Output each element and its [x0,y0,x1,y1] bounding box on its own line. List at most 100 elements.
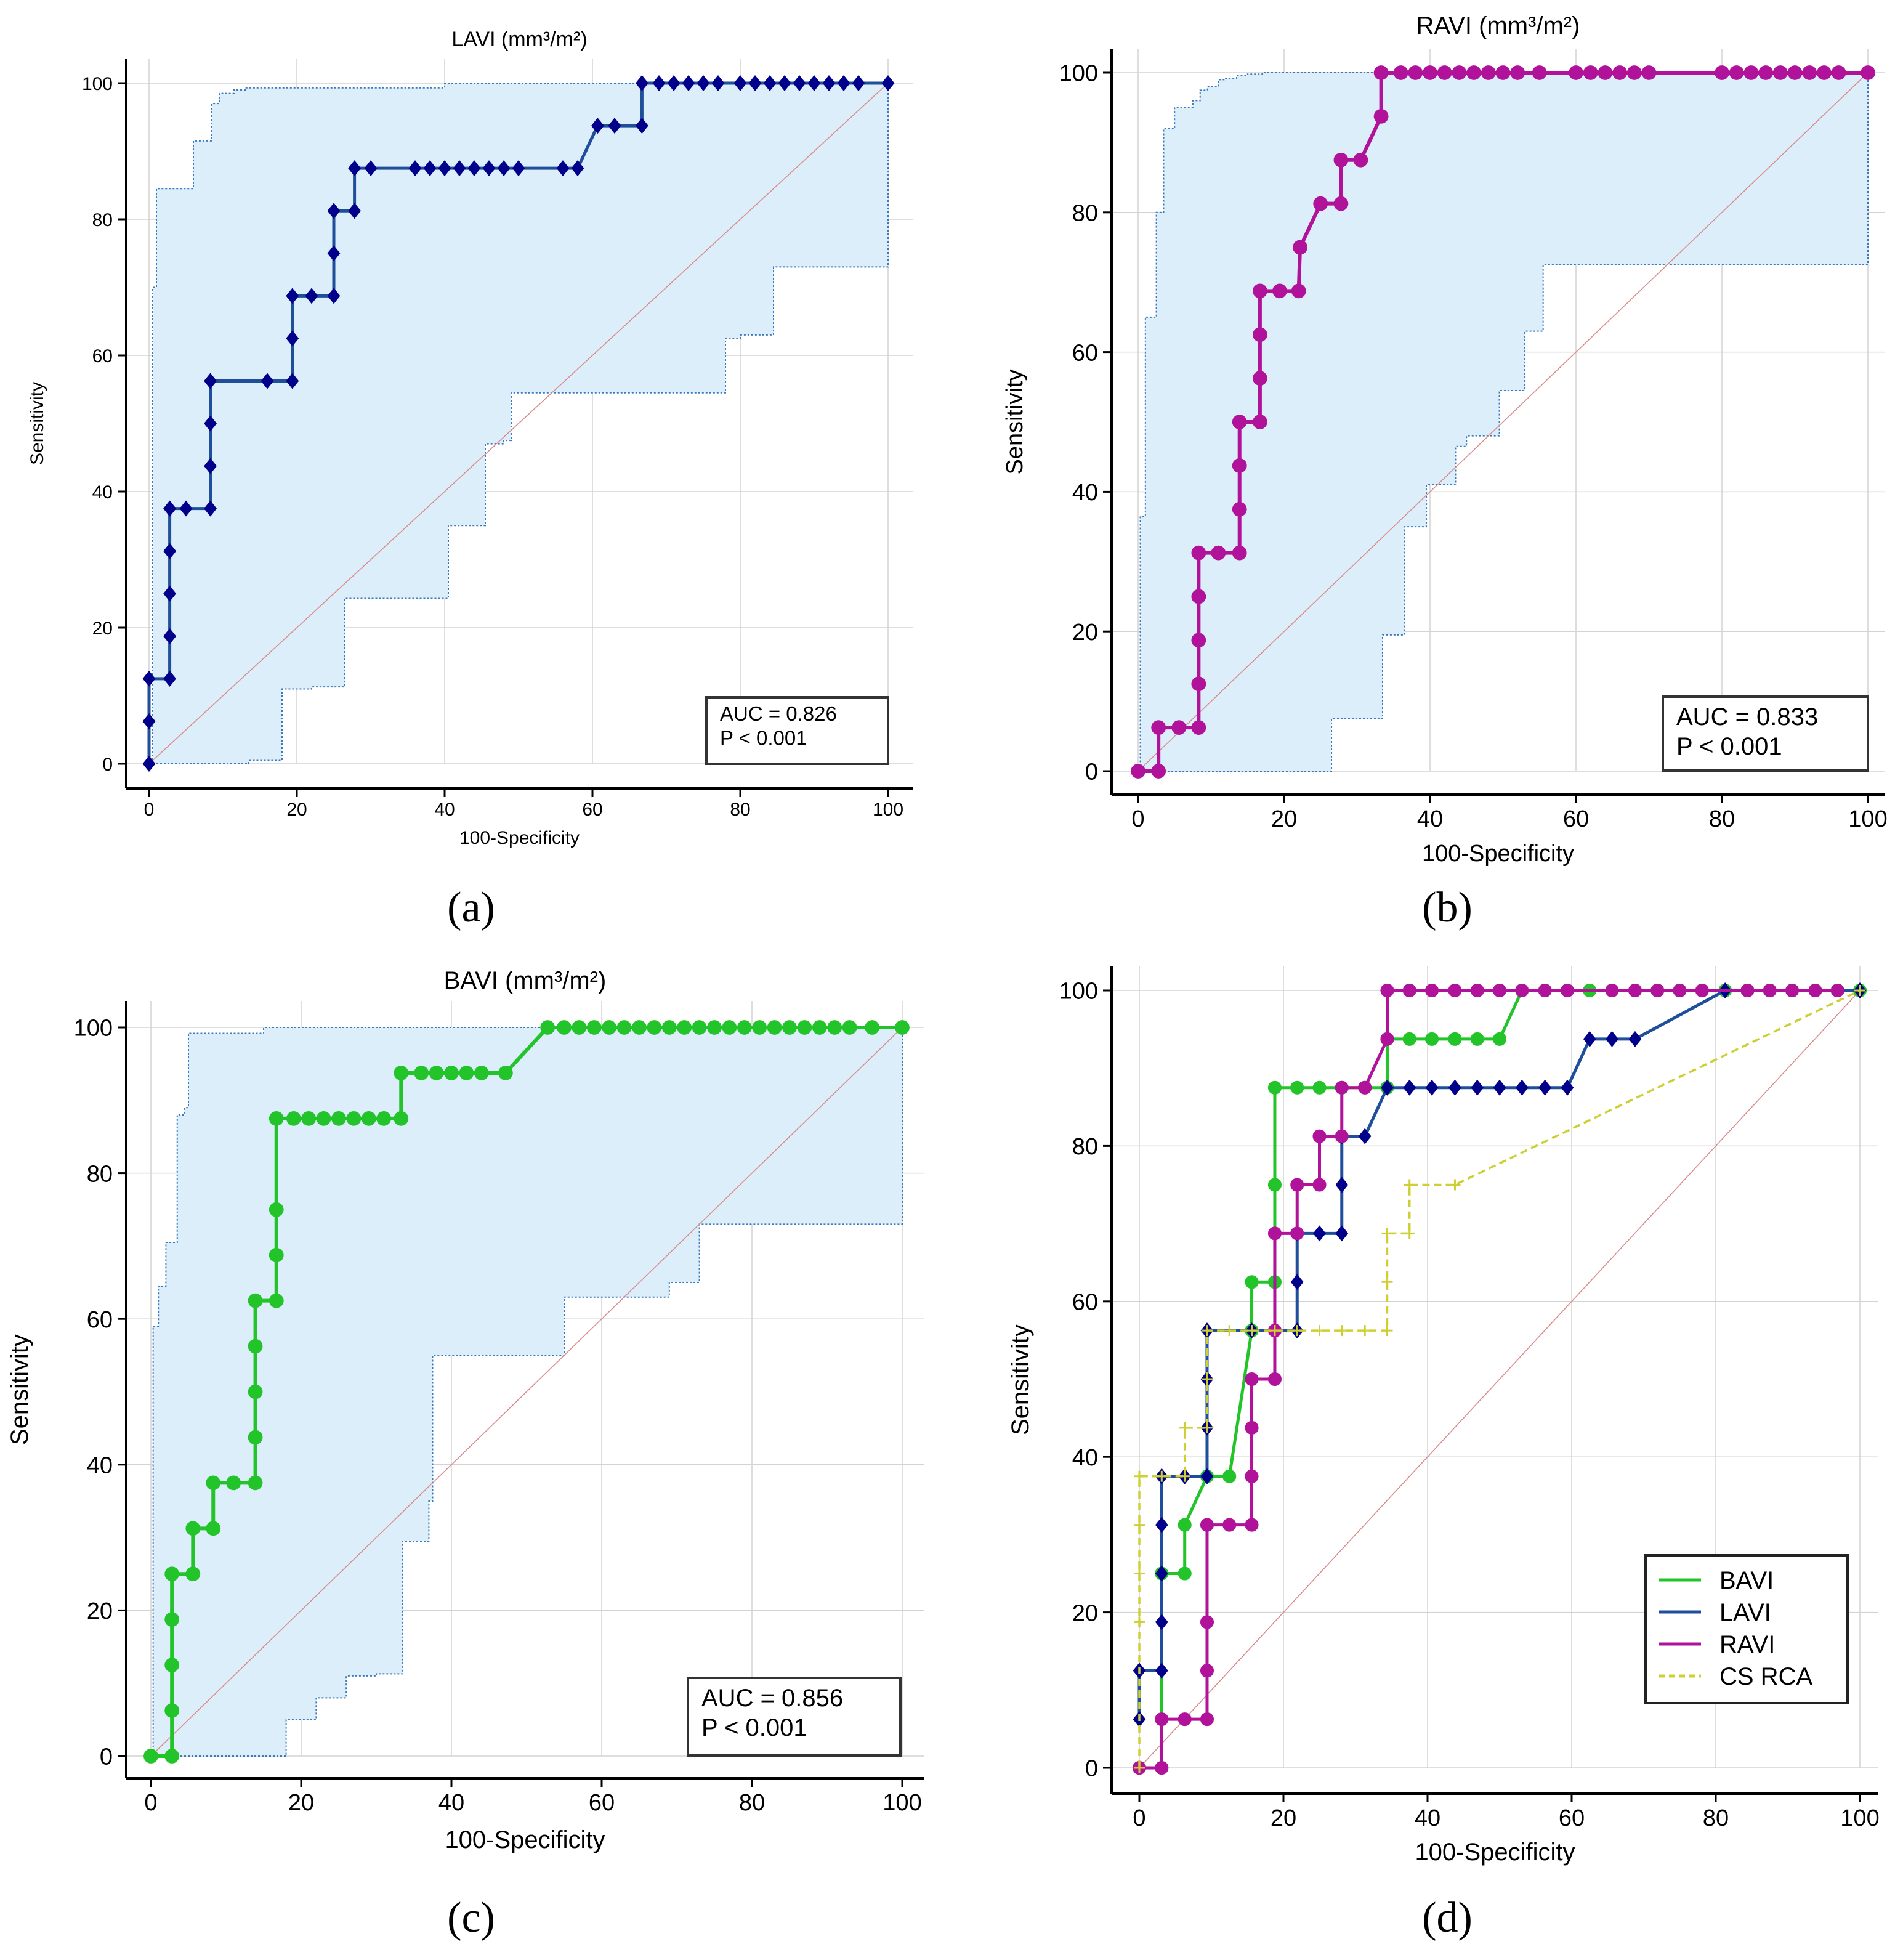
data-point-ravi [1402,983,1416,998]
x-tick-label: 100 [1840,1805,1879,1831]
data-point-bavi [827,1020,842,1035]
data-point-lavi [881,75,895,91]
data-point-lavi [261,373,274,389]
y-axis-label: Sensitivity [6,1334,33,1445]
y-tick-label: 40 [1072,1445,1098,1471]
data-point-bavi [1424,1032,1439,1046]
x-tick-label: 100 [883,1790,921,1816]
data-point-bavi [248,1384,263,1399]
data-point-ravi [1515,983,1529,998]
data-point-ravi [1293,240,1307,255]
p-value-text: P < 0.001 [701,1714,807,1741]
x-tick-label: 80 [730,800,750,820]
data-point-ravi [1191,720,1206,735]
y-tick-label: 80 [1072,200,1098,226]
data-point-ravi [1831,65,1846,80]
data-point-lavi [1448,1079,1461,1096]
panel-a-lavi-roc: 0 20 40 60 80 100 0 20 40 60 80 100 100-Specificity S… [27,28,913,848]
data-point-bavi [616,1020,632,1035]
data-point-bavi [1245,1275,1259,1289]
data-point-lavi [1335,1176,1349,1193]
data-point-ravi [1393,65,1408,80]
data-point-lavi [793,75,806,91]
data-point-ravi [1252,371,1267,386]
panel-label-a: (a) [447,884,495,931]
data-point-bavi [301,1111,317,1126]
data-point-ravi [1470,983,1484,998]
data-point-ravi [1715,65,1729,80]
y-tick-label: 80 [1072,1134,1098,1160]
data-point-cs-rca [1269,1325,1280,1337]
data-point-ravi [1448,983,1462,998]
data-point-cs-rca [1201,1422,1213,1433]
x-tick-label: 40 [438,1790,464,1816]
data-point-lavi [286,330,299,347]
y-tick-label: 0 [100,1744,113,1770]
data-point-ravi [1373,108,1389,124]
y-tick-label: 80 [92,210,113,230]
data-point-lavi [748,75,762,91]
data-point-lavi [1335,1225,1349,1242]
data-point-lavi [636,118,648,134]
data-point-cs-rca [1854,985,1865,996]
data-point-bavi [865,1020,880,1035]
data-point-ravi [1245,1469,1259,1483]
data-point-lavi [286,373,299,389]
data-point-ravi [1598,65,1613,80]
data-point-ravi [1532,65,1547,80]
data-point-lavi [571,160,584,177]
data-point-lavi [1200,1468,1214,1484]
x-axis-label: 100-Specificity [1422,841,1574,867]
data-point-bavi [1267,1178,1282,1192]
data-point-bavi [164,1703,180,1718]
data-point-lavi [327,203,341,219]
x-tick-label: 0 [1131,806,1144,832]
data-point-bavi [143,1749,158,1764]
data-point-bavi [602,1020,617,1035]
data-point-ravi [1612,65,1628,80]
data-point-lavi [1381,1079,1394,1096]
data-point-bavi [269,1111,284,1126]
data-point-ravi [1313,196,1328,211]
y-tick-label: 40 [92,482,113,503]
legend-label-ravi: RAVI [1719,1631,1775,1658]
x-tick-label: 60 [1563,806,1589,832]
data-point-bavi [1178,1566,1192,1581]
data-point-bavi [540,1020,556,1035]
data-point-ravi [1740,983,1755,998]
data-point-lavi [204,373,217,389]
data-point-lavi [163,670,176,687]
chart-title: RAVI (mm³/m²) [1416,12,1580,39]
panel-b-ravi-roc: 0 20 40 60 80 100 0 20 40 60 80 100 100-Specificity S… [1002,12,1888,867]
data-point-ravi [1272,283,1287,299]
data-point-ravi [1560,983,1575,998]
data-point-bavi [812,1020,827,1035]
data-point-lavi [142,756,156,772]
data-point-cs-rca [1134,1762,1145,1773]
data-point-ravi [1178,1712,1192,1727]
y-tick-label: 0 [102,755,113,775]
data-point-ravi [1695,983,1709,998]
y-tick-label: 60 [1072,340,1098,366]
ci-lower-line [149,83,889,764]
data-point-bavi [206,1475,221,1491]
x-axis-label: 100-Specificity [445,1826,605,1853]
data-point-ravi [1245,1420,1259,1435]
y-tick-label: 100 [1059,61,1098,87]
data-point-bavi [185,1521,201,1536]
data-point-cs-rca [1381,1325,1393,1337]
data-point-ravi [1312,1129,1327,1143]
y-axis-label: Sensitivity [27,382,47,465]
data-point-cs-rca [1179,1422,1190,1433]
data-point-ravi [1626,65,1642,80]
data-point-ravi [1358,1080,1372,1095]
p-value-text: P < 0.001 [720,727,807,750]
x-tick-label: 0 [144,800,155,820]
legend-label-lavi: LAVI [1719,1599,1771,1626]
data-point-bavi [444,1066,459,1080]
x-tick-label: 40 [434,800,455,820]
p-value-text: P < 0.001 [1676,733,1782,760]
data-point-ravi [1151,764,1166,779]
auc-annotation-box [687,1677,902,1757]
data-point-cs-rca [1156,1470,1168,1482]
